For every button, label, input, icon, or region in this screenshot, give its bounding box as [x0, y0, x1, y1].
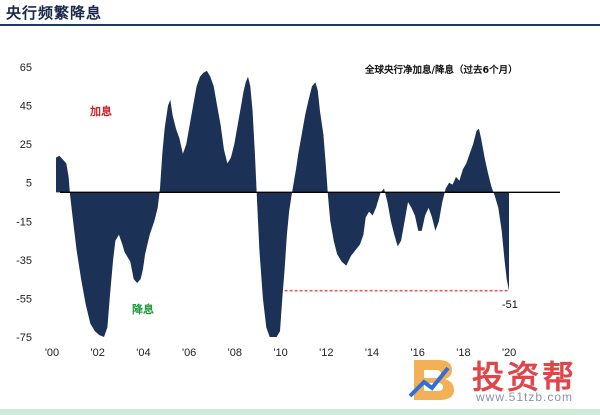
watermark-name: 投资帮 — [472, 358, 578, 396]
y-tick-label: 25 — [20, 139, 32, 151]
x-tick-label: '14 — [365, 347, 379, 359]
x-tick-label: '00 — [45, 347, 59, 359]
area-series — [56, 70, 509, 338]
y-tick-label: 65 — [20, 62, 32, 74]
last-value-label: -51 — [502, 299, 518, 311]
y-axis-ticks: 65 45 25 5 -15 -35 -55 -75 — [16, 62, 32, 344]
cut-label: 降息 — [132, 302, 154, 316]
bottom-strip — [0, 409, 600, 415]
x-tick-label: '10 — [273, 347, 287, 359]
x-tick-label: '20 — [502, 347, 516, 359]
x-tick-label: '04 — [136, 347, 150, 359]
x-tick-label: '16 — [411, 347, 425, 359]
y-tick-label: -55 — [16, 293, 32, 305]
hike-label: 加息 — [89, 104, 112, 118]
y-tick-label: -75 — [16, 332, 32, 344]
page-title: 央行频繁降息 — [6, 4, 103, 22]
x-axis-ticks: '00 '02 '04 '06 '08 '10 '12 '14 '16 '18 '20 — [45, 347, 516, 359]
x-tick-label: '06 — [182, 347, 196, 359]
y-tick-label: -15 — [16, 216, 32, 228]
x-tick-label: '02 — [91, 347, 105, 359]
y-tick-label: 5 — [26, 178, 32, 190]
x-tick-label: '12 — [319, 347, 333, 359]
title-rule — [0, 24, 600, 26]
x-tick-label: '08 — [228, 347, 242, 359]
watermark-logo-icon — [408, 360, 454, 400]
chart-title: 全球央行净加息/降息（过去6个月） — [364, 64, 518, 76]
x-tick-label: '18 — [456, 347, 470, 359]
y-tick-label: 45 — [20, 101, 32, 113]
y-tick-label: -35 — [16, 255, 32, 267]
watermark-url: www.51tzb.com — [476, 390, 574, 404]
